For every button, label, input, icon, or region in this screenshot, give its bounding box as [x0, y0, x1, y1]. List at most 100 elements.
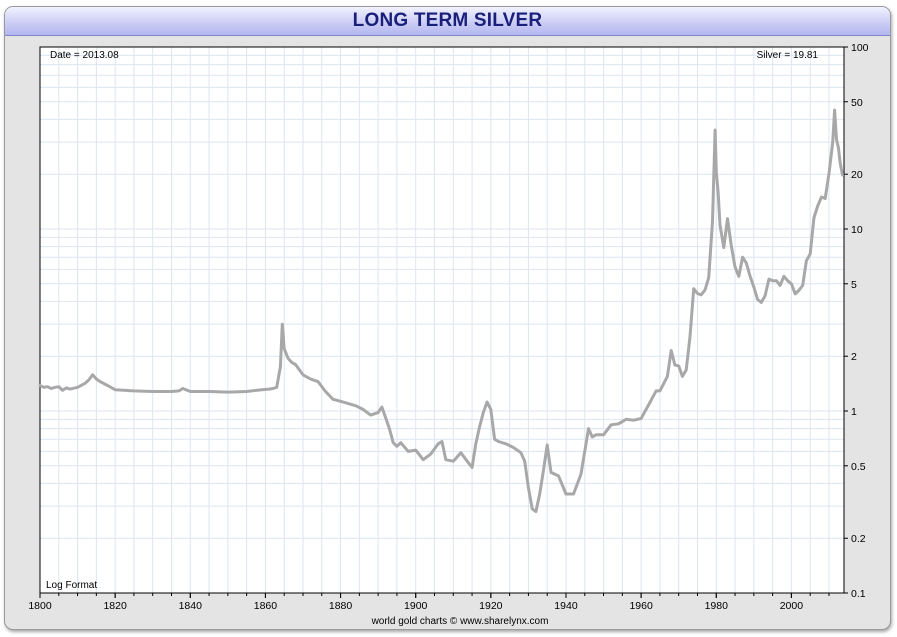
- y-tick-label: 5: [851, 279, 857, 291]
- silver-price-point: [839, 162, 841, 164]
- silver-price-point: [152, 390, 154, 393]
- silver-price-point: [396, 445, 398, 447]
- y-tick-label: 2: [851, 351, 857, 363]
- silver-price-point: [779, 284, 781, 286]
- silver-price-point: [550, 471, 552, 473]
- silver-price-point: [324, 390, 327, 393]
- silver-price-point: [490, 408, 492, 410]
- y-tick-label: 20: [851, 169, 863, 181]
- silver-price-point: [659, 390, 661, 392]
- scale-note: Log Format: [46, 580, 97, 591]
- axes: 1800 1820 1840 1860 1880 1900 1920 1940 1960 1980…: [28, 42, 868, 612]
- plot-area: [40, 47, 844, 593]
- silver-price-point: [527, 486, 530, 489]
- silver-price-point: [69, 388, 71, 390]
- silver-price-point: [591, 436, 593, 438]
- silver-price-point: [745, 262, 747, 264]
- silver-price-point: [633, 419, 635, 421]
- silver-price-point: [392, 442, 394, 444]
- silver-price-point: [595, 434, 597, 436]
- silver-price-point: [666, 375, 669, 377]
- silver-price-point: [734, 266, 736, 268]
- silver-price-point: [820, 196, 823, 198]
- silver-price-point: [775, 280, 778, 282]
- silver-price-point: [208, 390, 210, 393]
- silver-price-point: [738, 275, 740, 277]
- silver-price-point: [497, 440, 499, 443]
- silver-price-point: [88, 379, 90, 381]
- silver-price-point: [475, 443, 477, 445]
- silver-price-point: [723, 247, 725, 249]
- plot-border: [39, 46, 845, 594]
- silver-price-point: [730, 245, 732, 247]
- series-layer: [38, 108, 844, 514]
- silver-price-point: [279, 366, 281, 368]
- silver-price-point: [700, 294, 702, 296]
- x-tick-label: 1900: [404, 600, 428, 612]
- x-tick-label: 1880: [329, 600, 353, 612]
- silver-price-point: [603, 434, 605, 436]
- silver-price-point: [670, 349, 672, 352]
- silver-price-point: [834, 109, 836, 111]
- silver-price-point: [693, 288, 695, 290]
- silver-price-point: [587, 428, 590, 430]
- silver-price-point: [114, 389, 116, 391]
- silver-price-point: [610, 424, 612, 426]
- silver-price-point: [764, 295, 766, 297]
- silver-price-point: [61, 389, 64, 391]
- silver-price-point: [486, 401, 488, 403]
- silver-price-point: [832, 141, 834, 143]
- silver-price-point: [467, 462, 469, 464]
- silver-price-point: [77, 386, 79, 388]
- x-tick-label: 2000: [780, 600, 804, 612]
- silver-price-point: [618, 423, 620, 425]
- silver-price-point: [711, 220, 714, 223]
- silver-price-point: [281, 323, 283, 325]
- silver-price-point: [84, 382, 86, 384]
- y-tick-label: 0.5: [851, 461, 866, 473]
- x-tick-label: 1800: [28, 600, 52, 612]
- silver-price-point: [92, 374, 94, 376]
- silver-price-point: [482, 412, 484, 414]
- silver-price-point: [696, 292, 699, 295]
- silver-price-point: [95, 378, 97, 380]
- silver-price-point: [726, 218, 729, 220]
- silver-price-point: [65, 387, 67, 389]
- silver-price-point: [505, 443, 507, 445]
- y-tick-label: 0.2: [851, 533, 866, 545]
- silver-price-point: [674, 364, 676, 366]
- silver-price-point: [783, 275, 785, 277]
- silver-price-point: [50, 387, 52, 390]
- silver-price-point: [246, 390, 248, 393]
- silver-price-point: [107, 384, 109, 387]
- silver-price-point: [437, 443, 439, 445]
- silver-price-point: [824, 197, 826, 200]
- silver-price-point: [283, 348, 285, 350]
- silver-price-point: [719, 224, 721, 226]
- silver-price-point: [572, 493, 575, 495]
- silver-price-point: [381, 406, 383, 408]
- silver-price-point: [133, 390, 135, 392]
- silver-price-point: [385, 417, 387, 419]
- y-tick-label: 50: [851, 97, 863, 109]
- silver-price-point: [546, 444, 548, 446]
- y-tick-label: 10: [851, 224, 863, 236]
- silver-price-point: [813, 217, 815, 219]
- chart-title: LONG TERM SILVER: [352, 10, 543, 31]
- silver-price-point: [276, 386, 278, 388]
- silver-price-point: [46, 386, 49, 388]
- silver-price-point: [302, 374, 304, 376]
- silver-price-point: [569, 493, 571, 495]
- silver-price-point: [704, 289, 706, 291]
- silver-price-point: [520, 452, 522, 454]
- chart-window: LONG TERM SILVER 1800 1820 1840 1860 1880 190…: [4, 6, 891, 630]
- silver-price-point: [99, 381, 101, 383]
- silver-price-point: [422, 459, 424, 461]
- silver-price-point: [272, 387, 274, 390]
- silver-price-point: [580, 473, 582, 475]
- silver-price-point: [678, 365, 680, 367]
- silver-price-point: [452, 460, 454, 462]
- silver-price-point: [524, 460, 526, 462]
- y-tick-label: 100: [851, 42, 869, 54]
- grid-lines: [40, 47, 844, 593]
